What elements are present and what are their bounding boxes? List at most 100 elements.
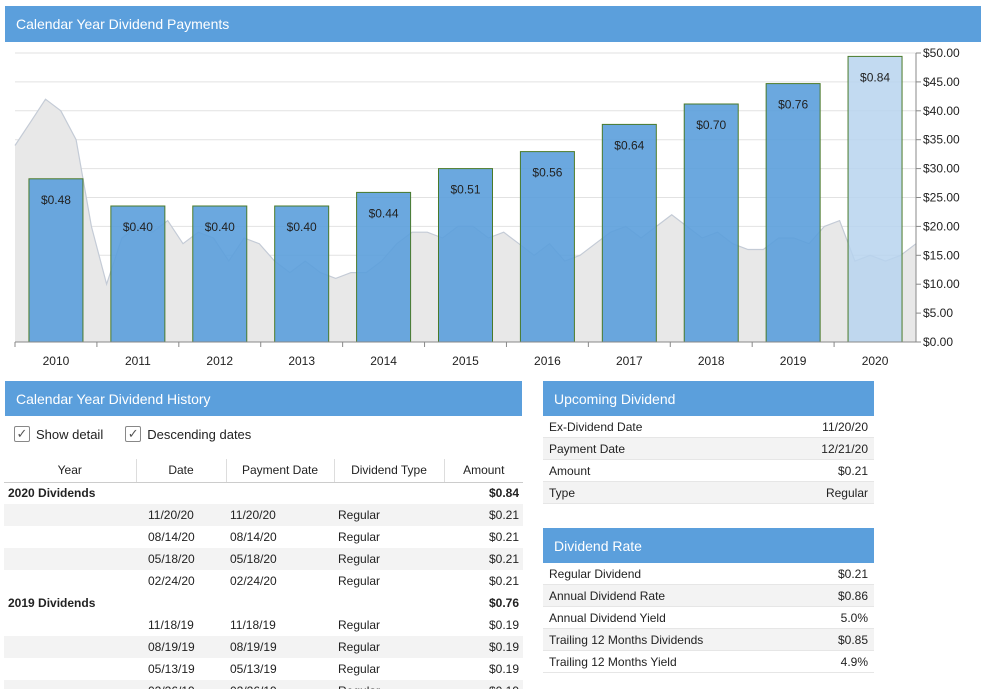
bar-2012 xyxy=(192,205,248,343)
cell-date: 05/13/19 xyxy=(148,662,195,676)
bar-label: $0.40 xyxy=(123,220,153,234)
cell-amount: $0.21 xyxy=(488,574,519,588)
table-row: 08/19/19 08/19/19 Regular $0.19 xyxy=(4,636,523,658)
cell-pay: 08/14/20 xyxy=(230,530,277,544)
table-row: 11/20/20 11/20/20 Regular $0.21 xyxy=(4,504,523,526)
bar-2010 xyxy=(28,178,84,343)
group-row: 2020 Dividends $0.84 xyxy=(4,482,523,504)
kv-value: $0.21 xyxy=(837,566,868,581)
cell-year xyxy=(4,548,136,570)
x-tick-label: 2015 xyxy=(452,354,479,368)
cell-pay: 05/18/20 xyxy=(226,548,334,570)
bar-label: $0.70 xyxy=(696,118,726,132)
cell-type: Regular xyxy=(334,680,444,689)
cell-amount: $0.21 xyxy=(444,548,523,570)
kv-row: Regular Dividend $0.21 xyxy=(543,563,874,585)
cell-amount: $0.21 xyxy=(488,530,519,544)
y-tick-label: $10.00 xyxy=(923,277,960,291)
cell-type: Regular xyxy=(338,574,381,588)
cell-amount: $0.19 xyxy=(488,662,519,676)
kv-value: $0.21 xyxy=(837,463,868,478)
bar-label: $0.51 xyxy=(450,183,480,197)
cell-amount: $0.19 xyxy=(488,618,519,632)
cell-date: 08/14/20 xyxy=(148,530,195,544)
y-tick-label: $35.00 xyxy=(923,133,960,147)
upcoming-rows: Ex-Dividend Date 11/20/20 Payment Date 12/2… xyxy=(543,416,874,504)
table-row: 05/13/19 05/13/19 Regular $0.19 xyxy=(4,658,523,680)
kv-label: Ex-Dividend Date xyxy=(549,419,643,434)
cell-year xyxy=(4,570,136,592)
x-tick-label: 2011 xyxy=(125,354,151,368)
checkmark-icon: ✓ xyxy=(14,426,30,442)
bar-2020 xyxy=(847,55,903,343)
table-row: 08/14/20 08/14/20 Regular $0.21 xyxy=(4,526,523,548)
cell-type: Regular xyxy=(334,548,444,570)
upcoming-header: Upcoming Dividend xyxy=(543,381,874,416)
kv-row: Amount $0.21 xyxy=(543,460,874,482)
kv-value: 12/21/20 xyxy=(821,441,868,456)
cell-pay: 11/18/19 xyxy=(230,618,276,632)
bar-label: $0.76 xyxy=(778,98,808,112)
y-tick-label: $20.00 xyxy=(923,219,960,233)
cell-date xyxy=(136,482,226,504)
kv-row: Annual Dividend Yield 5.0% xyxy=(543,607,874,629)
kv-label: Type xyxy=(549,485,576,500)
column-header-year[interactable]: Year xyxy=(4,459,137,483)
kv-label: Payment Date xyxy=(549,441,626,456)
x-tick-label: 2010 xyxy=(43,354,70,368)
cell-type: Regular xyxy=(338,530,381,544)
table-row: 11/18/19 11/18/19 Regular $0.19 xyxy=(4,614,523,636)
descending-dates-checkbox[interactable]: ✓ Descending dates xyxy=(125,426,251,442)
cell-date xyxy=(136,592,226,614)
column-header-amount[interactable]: Amount xyxy=(444,459,523,483)
dividend-rate-panel: Dividend Rate Regular Dividend $0.21 Annua… xyxy=(543,528,874,673)
x-tick-label: 2020 xyxy=(862,354,889,368)
kv-value: Regular xyxy=(825,485,868,500)
kv-label: Trailing 12 Months Dividends xyxy=(549,632,704,647)
cell-amount: $0.21 xyxy=(444,504,523,526)
table-row: 02/24/20 02/24/20 Regular $0.21 xyxy=(4,570,523,592)
cell-amount: $0.76 xyxy=(488,596,519,610)
bar-label: $0.84 xyxy=(860,70,890,84)
cell-amount: $0.19 xyxy=(444,636,523,658)
kv-value: 11/20/20 xyxy=(822,419,868,434)
cell-type: Regular xyxy=(334,636,444,658)
table-header-row: Year Date Payment Date Dividend Type Amo… xyxy=(4,459,523,483)
x-tick-label: 2019 xyxy=(780,354,807,368)
y-tick-label: $15.00 xyxy=(923,248,960,262)
cell-year xyxy=(4,680,136,689)
x-tick-label: 2017 xyxy=(616,354,643,368)
cell-date: 05/18/20 xyxy=(136,548,226,570)
cell-date: 08/19/19 xyxy=(136,636,226,658)
column-header-date[interactable]: Date xyxy=(136,459,227,483)
cell-year xyxy=(4,504,136,526)
kv-label: Amount xyxy=(549,463,591,478)
cell-date: 02/24/20 xyxy=(148,574,195,588)
cell-amount: $0.84 xyxy=(488,486,519,501)
y-tick-label: $25.00 xyxy=(923,191,960,205)
cell-year xyxy=(4,658,136,680)
kv-row: Type Regular xyxy=(543,482,874,504)
show-detail-checkbox[interactable]: ✓ Show detail xyxy=(14,426,103,442)
chart-title: Calendar Year Dividend Payments xyxy=(16,16,230,32)
upcoming-title: Upcoming Dividend xyxy=(554,390,676,407)
bar-2018 xyxy=(683,103,739,343)
cell-date: 11/20/20 xyxy=(136,504,226,526)
cell-year xyxy=(4,614,136,636)
cell-type xyxy=(334,482,444,504)
checkmark-icon: ✓ xyxy=(125,426,142,442)
y-tick-label: $30.00 xyxy=(923,162,960,176)
bar-label: $0.44 xyxy=(369,206,399,220)
cell-pay xyxy=(226,592,334,614)
dividend-history-table: Year Date Payment Date Dividend Type Amo… xyxy=(4,459,523,689)
upcoming-dividend-panel: Upcoming Dividend Ex-Dividend Date 11/20/… xyxy=(543,381,874,504)
rate-title: Dividend Rate xyxy=(554,537,642,554)
column-header-dividend-type[interactable]: Dividend Type xyxy=(334,459,445,483)
x-tick-label: 2016 xyxy=(534,354,561,368)
cell-type: Regular xyxy=(334,504,444,526)
column-header-payment-date[interactable]: Payment Date xyxy=(226,459,335,483)
bar-label: $0.56 xyxy=(532,166,562,180)
cell-year xyxy=(4,526,136,548)
history-options: ✓ Show detail ✓ Descending dates xyxy=(14,426,251,442)
cell-type: Regular xyxy=(338,618,381,632)
